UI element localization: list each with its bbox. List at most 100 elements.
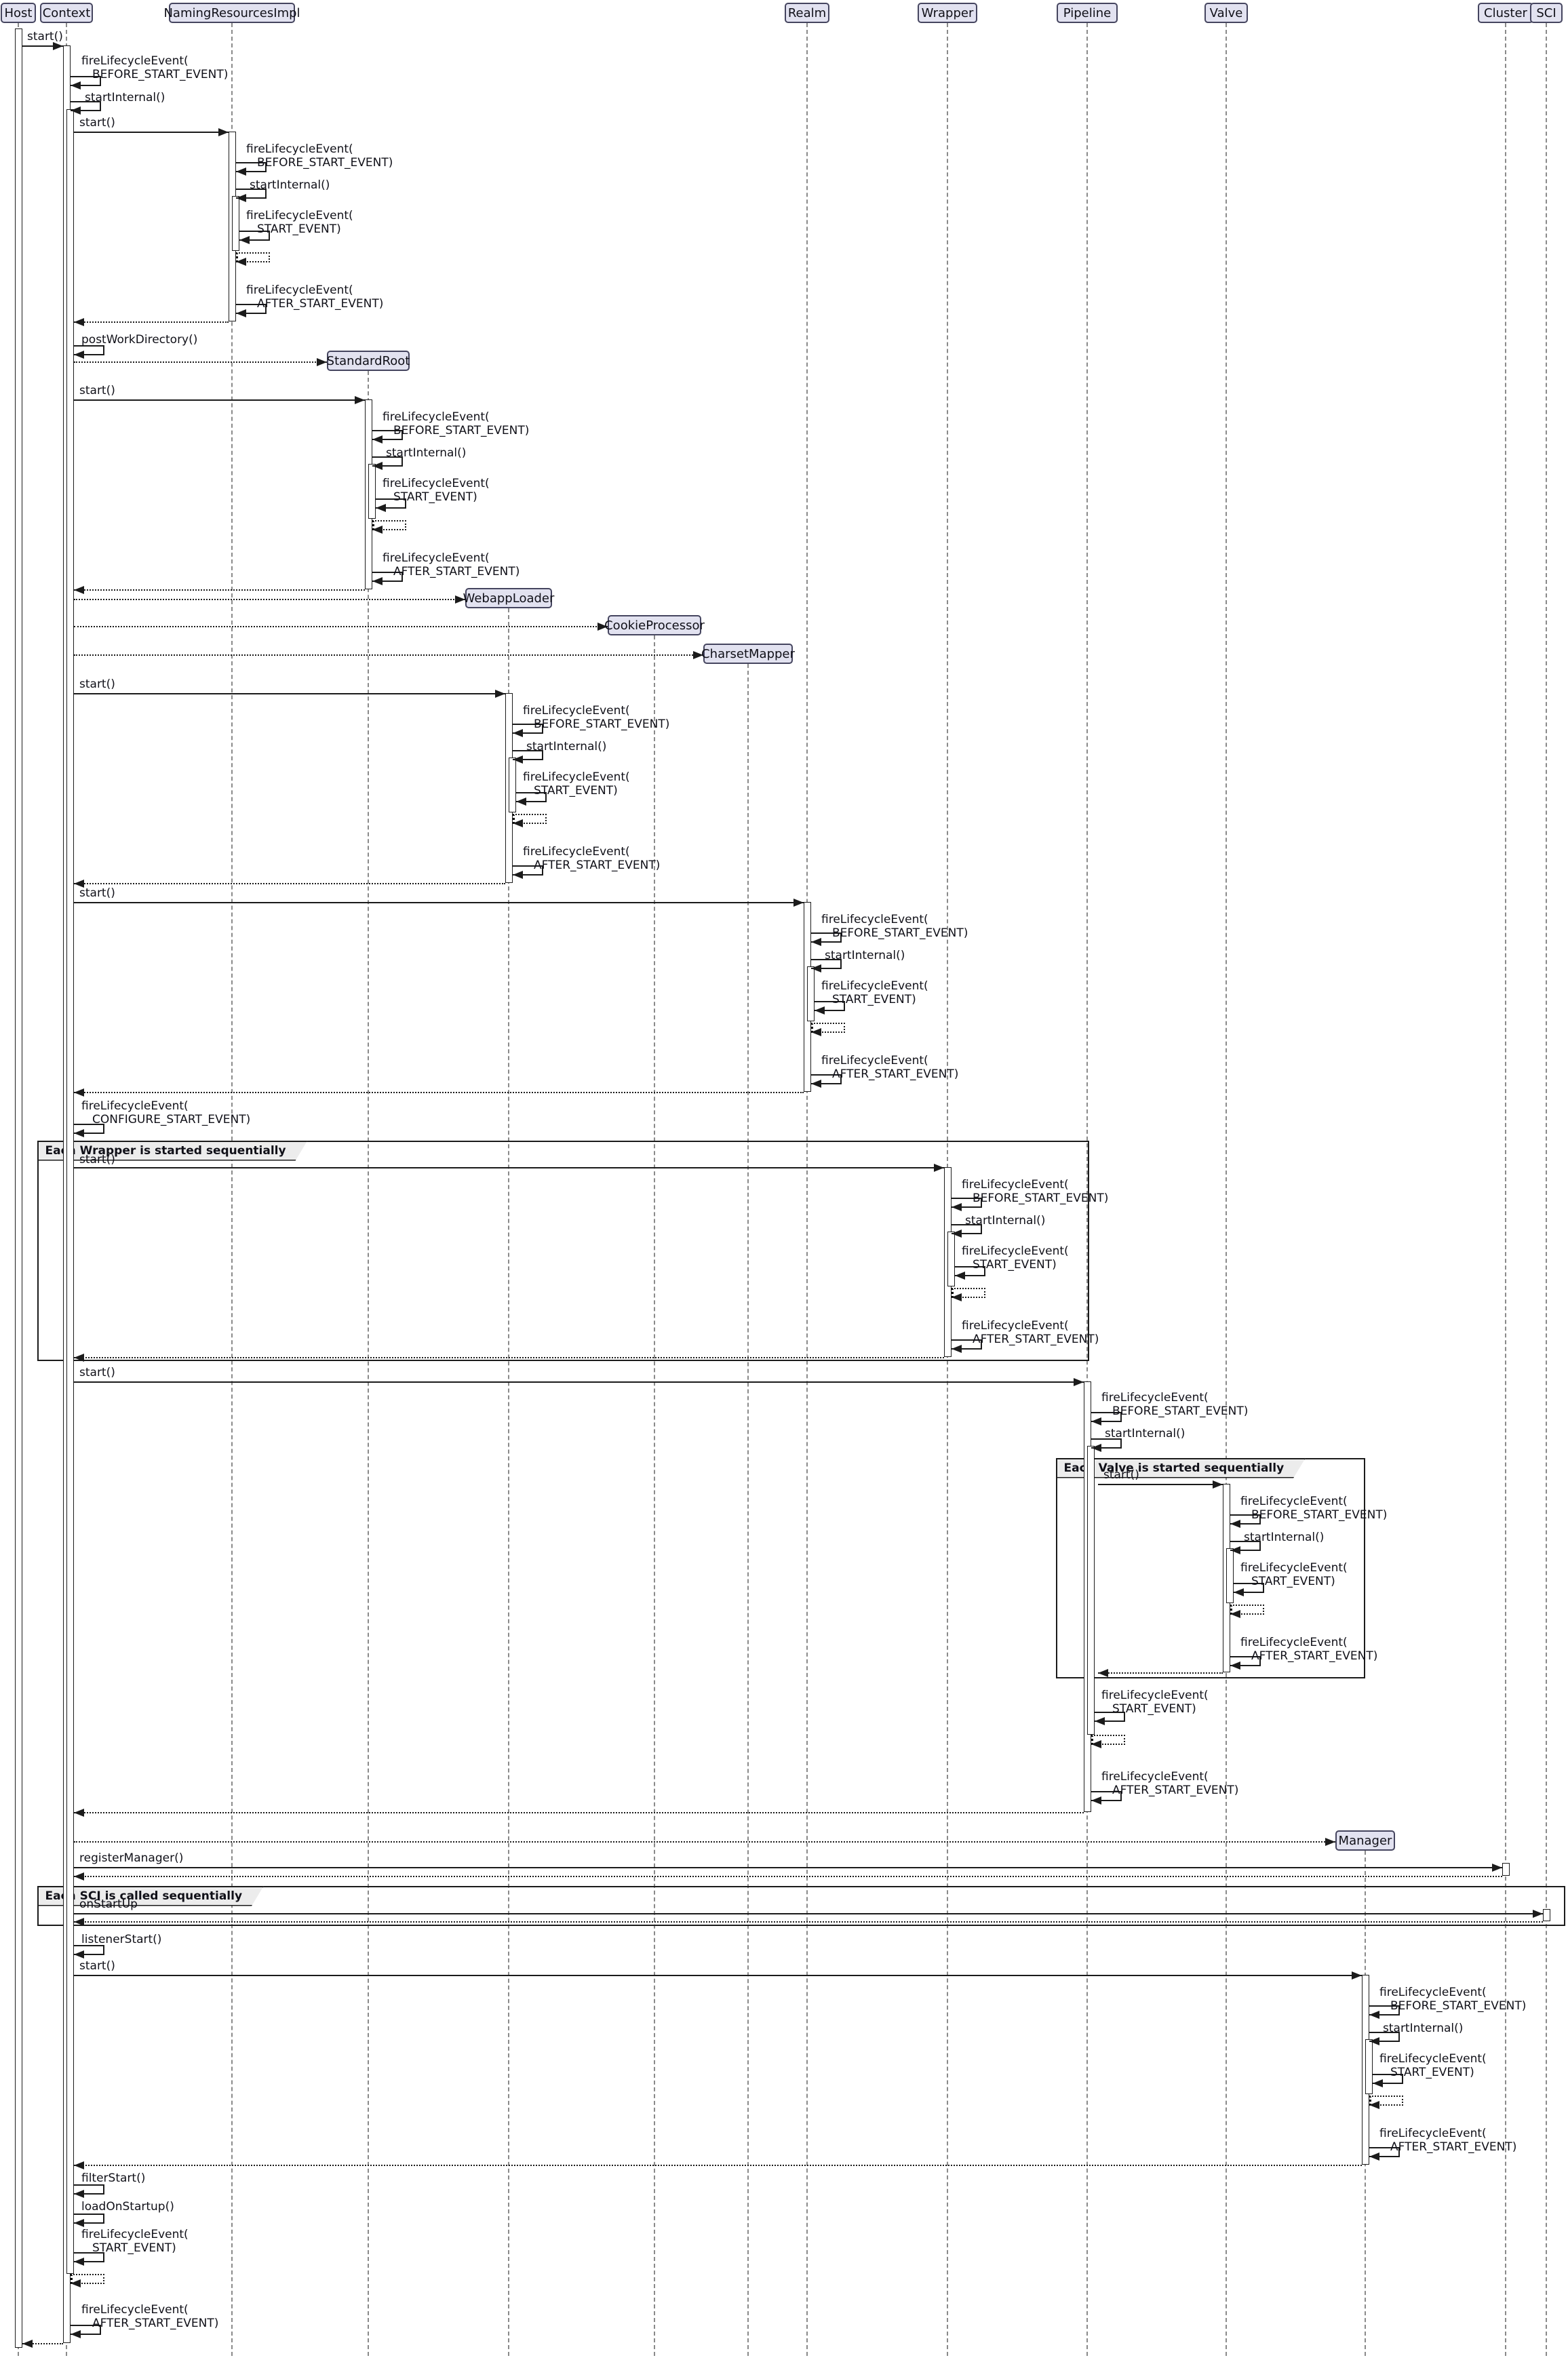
- message-line-ctx-return-host: [22, 2343, 63, 2344]
- message-label-mgr-fire-before: fireLifecycleEvent(BEFORE_START_EVENT): [1379, 1986, 1526, 2013]
- selfcall-arrowhead-wl-si-return: [513, 819, 523, 827]
- message-label-ctx-start-pipeline: start(): [79, 1366, 115, 1379]
- selfcall-arrowhead-mgr-si-return: [1369, 2101, 1379, 2109]
- message-label-realm-startinternal: startInternal(): [825, 949, 905, 962]
- message-label-line: onStartUp: [79, 1897, 138, 1911]
- selfcall-arrowhead-realm-startinternal: [811, 964, 821, 972]
- arrowhead-ctx-start-pipeline: [1074, 1378, 1084, 1386]
- lifeline-webapploader: [508, 608, 509, 2356]
- selfcall-arrowhead-pipe-fire-before: [1091, 1417, 1101, 1425]
- selfcall-arrowhead-wrapper-si-return: [952, 1293, 962, 1301]
- message-label-ctx-onstartup: onStartUp: [79, 1897, 138, 1911]
- arrowhead-pipe-return: [74, 1809, 84, 1817]
- selfcall-loop-mgr-si-return: [1369, 2096, 1403, 2106]
- selfcall-loop-pipe-startinternal: [1091, 1438, 1122, 1449]
- activation-wrapper-inner: [947, 1232, 955, 1286]
- message-label-line: AFTER_START_EVENT): [1390, 2140, 1517, 2154]
- selfcall-arrowhead-pipe-startinternal: [1091, 1444, 1101, 1452]
- selfcall-loop-realm-fire-before: [811, 932, 842, 943]
- message-label-mgr-startinternal: startInternal(): [1383, 2022, 1463, 2035]
- fragment-label-each-wrapper: Each Wrapper is started sequentially: [37, 1141, 308, 1161]
- selfcall-arrowhead-ctx-fire-configure: [74, 1129, 84, 1137]
- message-label-line: fireLifecycleEvent(: [81, 54, 189, 68]
- message-label-line: startInternal(): [85, 91, 165, 104]
- message-label-line: fireLifecycleEvent(: [523, 845, 630, 859]
- message-line-ctx-start-pipeline: [74, 1381, 1084, 1383]
- selfcall-arrowhead-ctx-startinternal: [71, 106, 81, 115]
- selfcall-loop-realm-startinternal: [811, 959, 842, 969]
- selfcall-loop-ctx-startinternal: [71, 101, 101, 111]
- message-label-ctx-fire-after: fireLifecycleEvent(AFTER_START_EVENT): [81, 2303, 218, 2330]
- selfcall-loop-ctx-filterstart: [74, 2184, 104, 2195]
- message-label-line: startInternal(): [1244, 1531, 1325, 1544]
- message-label-line: START_EVENT): [832, 993, 916, 1006]
- selfcall-arrowhead-ctx-postworkdir: [74, 351, 84, 359]
- message-label-line: start(): [79, 886, 115, 900]
- selfcall-arrowhead-mgr-fire-start: [1373, 2079, 1383, 2087]
- message-label-line: START_EVENT): [1390, 2066, 1474, 2079]
- message-label-realm-fire-after: fireLifecycleEvent(AFTER_START_EVENT): [821, 1054, 958, 1081]
- message-label-valve-startinternal: startInternal(): [1244, 1531, 1324, 1544]
- selfcall-loop-ctx-fire-after: [71, 2325, 101, 2335]
- activation-pipeline-inner: [1087, 1446, 1095, 1735]
- message-label-nri-fire-start: fireLifecycleEvent(START_EVENT): [246, 209, 353, 236]
- selfcall-arrowhead-mgr-fire-before: [1369, 2011, 1379, 2019]
- message-label-mgr-fire-start: fireLifecycleEvent(START_EVENT): [1379, 2052, 1487, 2079]
- message-label-line: BEFORE_START_EVENT): [973, 1192, 1109, 1205]
- arrowhead-valve-return: [1098, 1669, 1108, 1677]
- selfcall-loop-valve-fire-start: [1234, 1583, 1264, 1593]
- arrowhead-sr-return: [74, 586, 84, 594]
- message-label-line: start(): [79, 1366, 115, 1379]
- arrowhead-ctx-return-host: [22, 2340, 33, 2348]
- message-label-line: startInternal(): [965, 1214, 1046, 1227]
- selfcall-loop-wrapper-fire-after: [952, 1339, 982, 1350]
- selfcall-loop-sr-fire-start: [376, 498, 406, 509]
- participant-sci: SCI: [1530, 3, 1563, 23]
- message-label-line: fireLifecycleEvent(: [246, 283, 353, 297]
- participant-manager: Manager: [1335, 1830, 1395, 1851]
- selfcall-arrowhead-mgr-fire-after: [1369, 2152, 1379, 2161]
- message-label-ctx-listenerstart: listenerStart(): [81, 1933, 161, 1946]
- selfcall-loop-sr-si-return: [372, 520, 406, 530]
- message-label-wrapper-fire-before: fireLifecycleEvent(BEFORE_START_EVENT): [962, 1178, 1108, 1205]
- selfcall-loop-wrapper-startinternal: [952, 1224, 982, 1234]
- message-line-wl-return: [74, 883, 505, 884]
- participant-charsetmapper: CharsetMapper: [701, 644, 795, 664]
- selfcall-arrowhead-valve-startinternal: [1230, 1546, 1240, 1554]
- fragment-each-wrapper: Each Wrapper is started sequentially: [37, 1141, 1089, 1361]
- fragment-label-each-valve: Each Valve is started sequentially: [1056, 1458, 1306, 1478]
- lifeline-cookieprocessor: [654, 635, 655, 2356]
- message-label-sr-startinternal: startInternal(): [386, 446, 466, 460]
- selfcall-loop-mgr-fire-start: [1373, 2074, 1403, 2084]
- arrowhead-ctx-start-wrapper: [934, 1164, 944, 1172]
- message-label-ctx-registermanager: registerManager(): [79, 1851, 183, 1865]
- message-label-line: BEFORE_START_EVENT): [534, 717, 670, 731]
- message-label-line: filterStart(): [81, 2171, 146, 2185]
- message-label-ctx-fire-before: fireLifecycleEvent(BEFORE_START_EVENT): [81, 54, 228, 81]
- message-line-ctx-start-nri: [74, 132, 229, 133]
- activation-context-inner: [66, 109, 74, 2274]
- message-label-line: start(): [27, 30, 63, 43]
- message-label-ctx-start-realm: start(): [79, 886, 115, 900]
- message-label-line: listenerStart(): [81, 1933, 162, 1946]
- arrowhead-ctx-start-webapploader: [495, 690, 505, 698]
- selfcall-arrowhead-ctx-fire-start: [74, 2258, 84, 2266]
- selfcall-arrowhead-sr-fire-start: [376, 504, 386, 512]
- message-label-sr-fire-after: fireLifecycleEvent(AFTER_START_EVENT): [383, 551, 520, 578]
- lifeline-nri: [231, 23, 233, 2356]
- selfcall-loop-nri-startinternal: [236, 189, 267, 199]
- arrowhead-create-charsetmapper: [693, 651, 703, 659]
- message-line-valve-return: [1098, 1672, 1223, 1674]
- selfcall-arrowhead-valve-fire-start: [1234, 1588, 1244, 1596]
- selfcall-arrowhead-wrapper-fire-before: [952, 1203, 962, 1211]
- selfcall-loop-nri-fire-before: [236, 162, 267, 172]
- message-label-ctx-loadonstartup: loadOnStartup(): [81, 2200, 174, 2214]
- selfcall-arrowhead-pipe-si-return: [1091, 1740, 1101, 1748]
- selfcall-loop-mgr-startinternal: [1369, 2032, 1400, 2042]
- message-line-host-start-context: [22, 45, 63, 47]
- message-label-line: AFTER_START_EVENT): [393, 565, 520, 578]
- message-line-create-charsetmapper: [74, 654, 703, 656]
- message-label-line: fireLifecycleEvent(: [821, 979, 928, 993]
- participant-pipeline: Pipeline: [1057, 3, 1118, 23]
- arrowhead-create-manager: [1325, 1838, 1335, 1846]
